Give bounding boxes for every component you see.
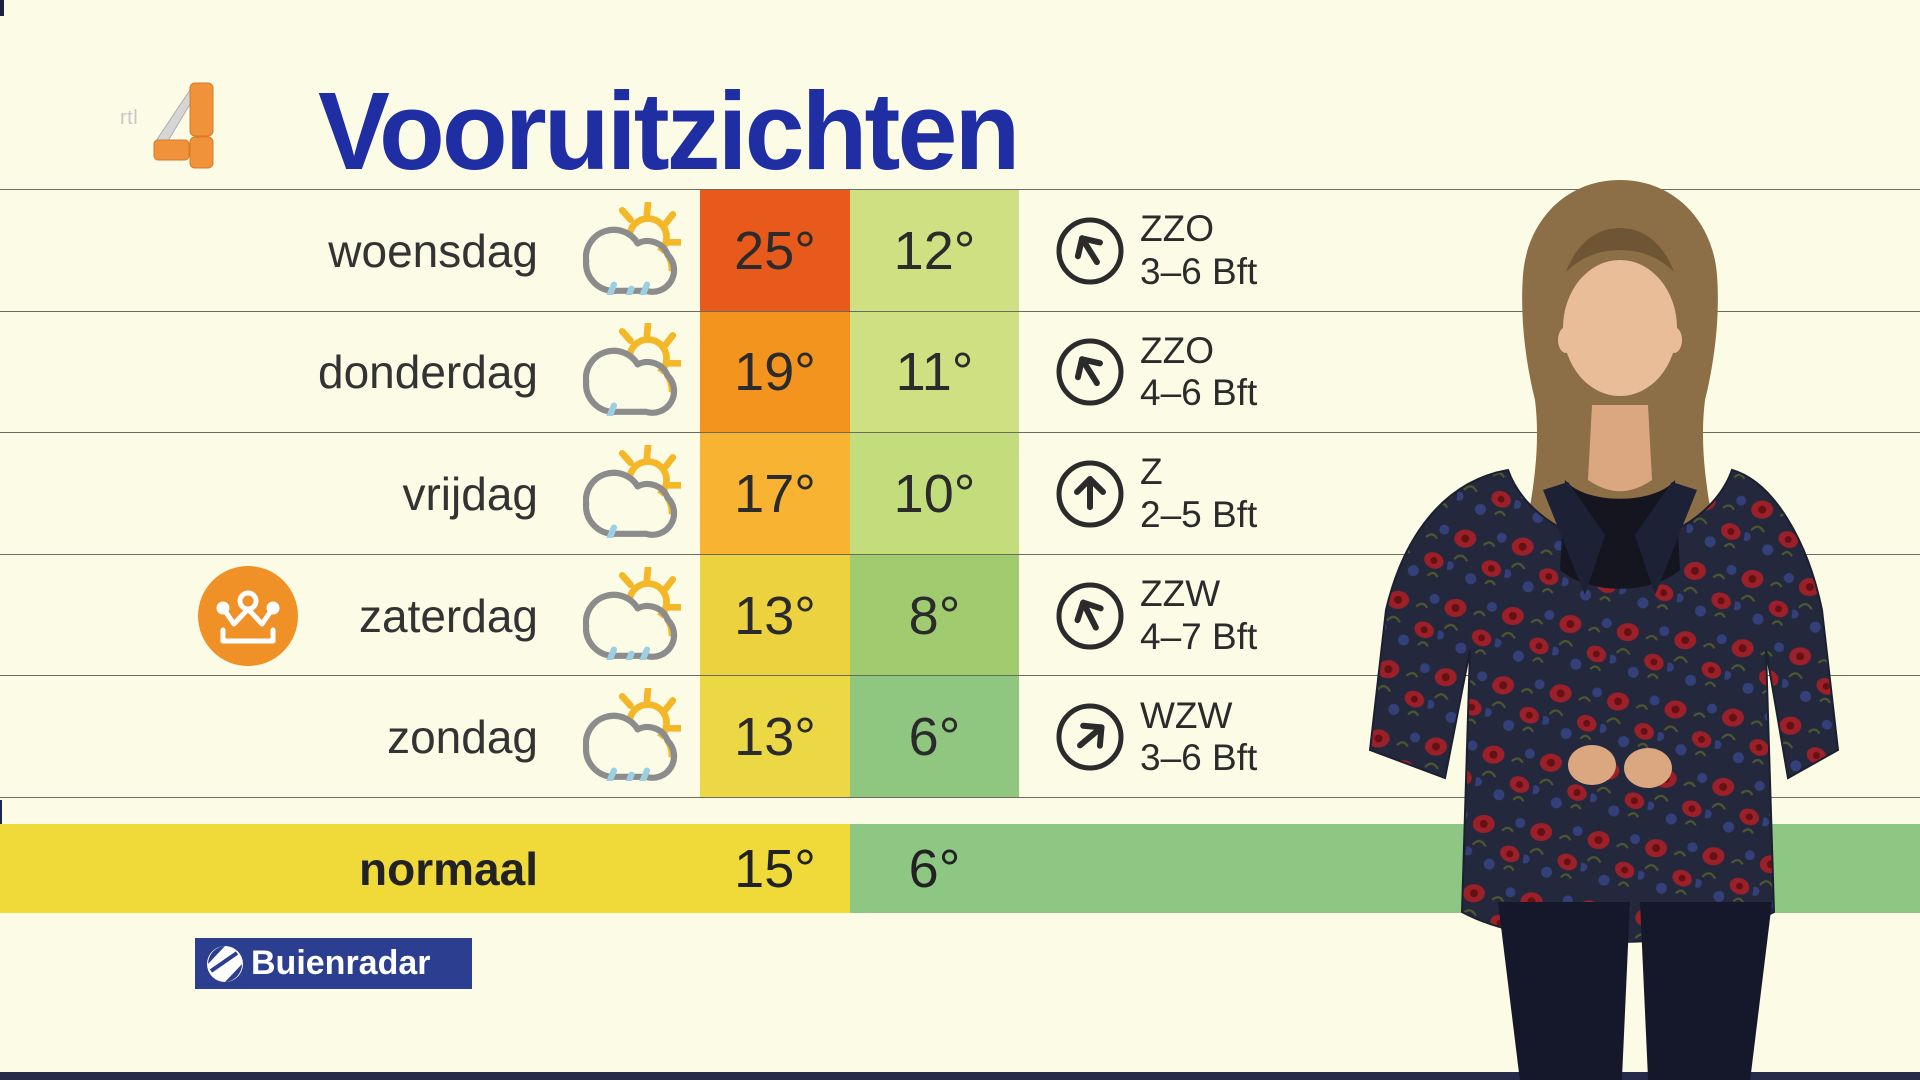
svg-text:rtl: rtl [120,107,138,129]
